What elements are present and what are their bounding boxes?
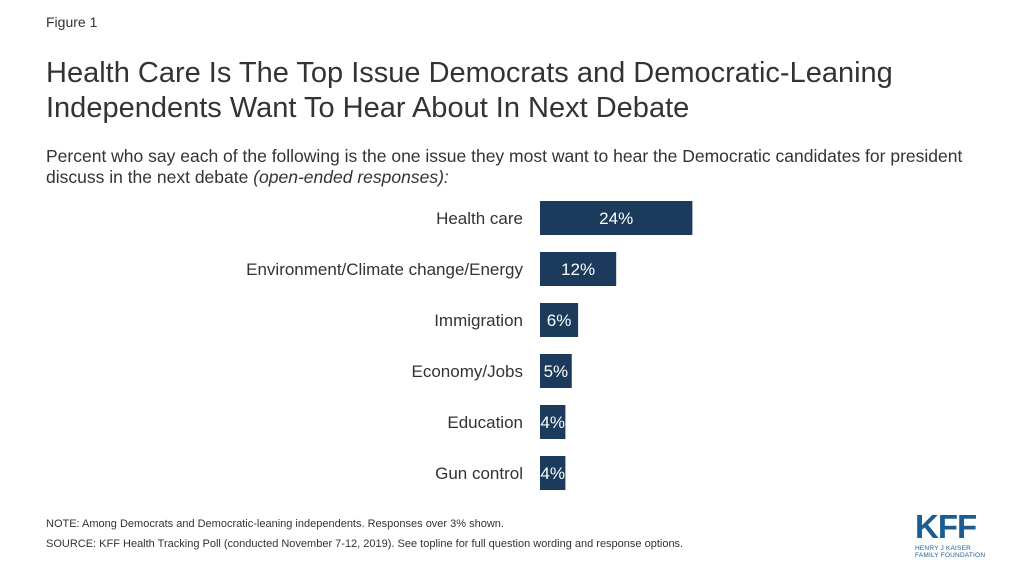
- data-label: 4%: [540, 464, 565, 483]
- data-label: 4%: [540, 413, 565, 432]
- kff-logo: KFF HENRY J KAISER FAMILY FOUNDATION: [915, 510, 991, 560]
- category-label: Gun control: [435, 464, 523, 483]
- bar-chart: Health care 24% Environment/Climate change…: [246, 201, 693, 490]
- subtitle-main: Percent who say each of the following is…: [46, 146, 963, 187]
- bar: [540, 201, 693, 235]
- data-label: 24%: [599, 209, 633, 228]
- category-label: Economy/Jobs: [412, 362, 524, 381]
- bar: [540, 405, 566, 439]
- category-label: Environment/Climate change/Energy: [246, 260, 523, 279]
- chart-subtitle: Percent who say each of the following is…: [46, 146, 1006, 188]
- chart-title: Health Care Is The Top Issue Democrats a…: [46, 57, 893, 124]
- category-label: Immigration: [434, 311, 523, 330]
- logo-subtitle: HENRY J KAISER FAMILY FOUNDATION: [915, 545, 986, 559]
- logo-mark: KFF: [915, 508, 977, 545]
- category-label: Education: [447, 413, 523, 432]
- bar: [540, 252, 617, 286]
- data-label: 12%: [561, 260, 595, 279]
- subtitle-italic: (open-ended responses):: [253, 167, 449, 187]
- data-label: 6%: [547, 311, 572, 330]
- note-text: NOTE: Among Democrats and Democratic-lea…: [46, 518, 504, 530]
- bar: [540, 456, 566, 490]
- source-text: SOURCE: KFF Health Tracking Poll (conduc…: [46, 538, 684, 550]
- data-label: 5%: [544, 362, 569, 381]
- bar: [540, 354, 572, 388]
- figure-label: Figure 1: [46, 14, 98, 30]
- bar: [540, 303, 579, 337]
- category-label: Health care: [436, 209, 523, 228]
